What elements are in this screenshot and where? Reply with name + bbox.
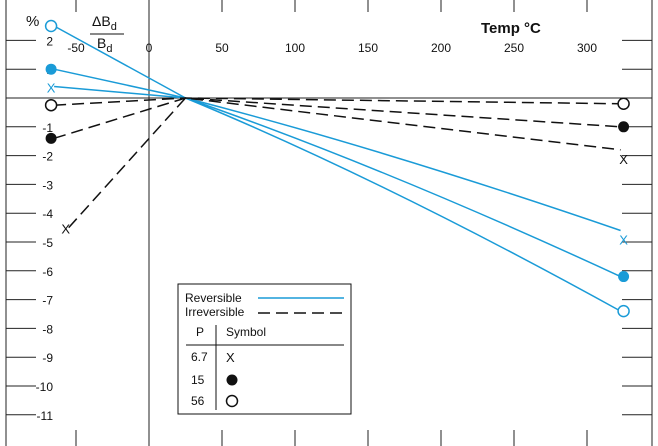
- y-tick-label: -8: [42, 322, 53, 336]
- y-tick-label: -3: [42, 178, 53, 192]
- x-tick-label: 50: [215, 41, 229, 55]
- y-tick-label: -6: [42, 265, 53, 279]
- series-marker-irreversible-p6.7-start: X: [61, 222, 70, 237]
- series-line-irreversible-p6.7: [68, 97, 621, 229]
- x-tick-label: 300: [577, 41, 597, 55]
- series-marker-reversible-p56-end: [617, 304, 630, 318]
- y-axis-fraction-numerator: ΔBd: [92, 13, 117, 33]
- series-marker-reversible-p15-end: [618, 271, 630, 283]
- y-tick-label: -4: [42, 207, 53, 221]
- series-marker-irreversible-p15-end: [618, 121, 630, 133]
- legend-irreversible-label: Irreversible: [185, 305, 245, 319]
- x-tick-label: -50: [67, 41, 85, 55]
- legend-symbol-filled-circle: [226, 374, 238, 386]
- series-marker-irreversible-p15-start: [45, 132, 57, 144]
- series-line-irreversible-p15: [53, 97, 621, 140]
- legend-header-symbol: Symbol: [226, 325, 266, 339]
- legend-row-p-15: 15: [191, 373, 205, 387]
- series-marker-reversible-p6.7-end: X: [619, 232, 628, 247]
- series-line-irreversible-p56: [54, 97, 621, 106]
- ticks-layer: 21-1-2-3-4-5-6-7-8-9-10-11-5005010015020…: [6, 0, 652, 446]
- x-tick-label: 0: [146, 41, 153, 55]
- legend-symbol-x: X: [226, 350, 235, 365]
- series-marker-reversible-p6.7-start: X: [47, 80, 56, 95]
- series-layer: X X X X: [44, 19, 630, 318]
- x-tick-label: 200: [431, 41, 451, 55]
- series-line-reversible-p6.7: [54, 85, 621, 232]
- x-tick-label: 250: [504, 41, 524, 55]
- series-marker-reversible-p15-start: [45, 63, 57, 75]
- series-line-reversible-p56: [53, 25, 621, 312]
- y-tick-label: -10: [36, 380, 54, 394]
- y-tick-label: -2: [42, 150, 53, 164]
- y-tick-label: -5: [42, 236, 53, 250]
- series-marker-irreversible-p6.7-end: X: [619, 152, 628, 167]
- legend-symbol-open-circle: [225, 394, 239, 408]
- x-axis-title: Temp °C: [481, 20, 541, 37]
- series-line-reversible-p15: [53, 68, 621, 278]
- legend: Reversible Irreversible P Symbol 6.7 X 1…: [177, 283, 352, 415]
- legend-row-p-56: 56: [191, 394, 205, 408]
- y-tick-label: 2: [46, 34, 53, 48]
- x-tick-label: 100: [285, 41, 305, 55]
- y-axis-fraction-denominator: Bd: [97, 35, 112, 55]
- y-tick-label: -7: [42, 294, 53, 308]
- series-marker-reversible-p56-start: [44, 19, 58, 33]
- series-marker-irreversible-p56-start: [44, 98, 58, 112]
- legend-box: [177, 283, 352, 415]
- legend-header-p: P: [196, 325, 204, 339]
- x-tick-label: 150: [358, 41, 378, 55]
- legend-row-p-6.7: 6.7: [191, 350, 208, 364]
- y-tick-label: -9: [42, 351, 53, 365]
- series-marker-irreversible-p56-end: [617, 97, 630, 111]
- legend-reversible-label: Reversible: [185, 291, 242, 305]
- y-tick-label: -11: [37, 409, 54, 423]
- y-axis-unit: %: [26, 13, 39, 30]
- y-tick-label: -1: [42, 121, 53, 135]
